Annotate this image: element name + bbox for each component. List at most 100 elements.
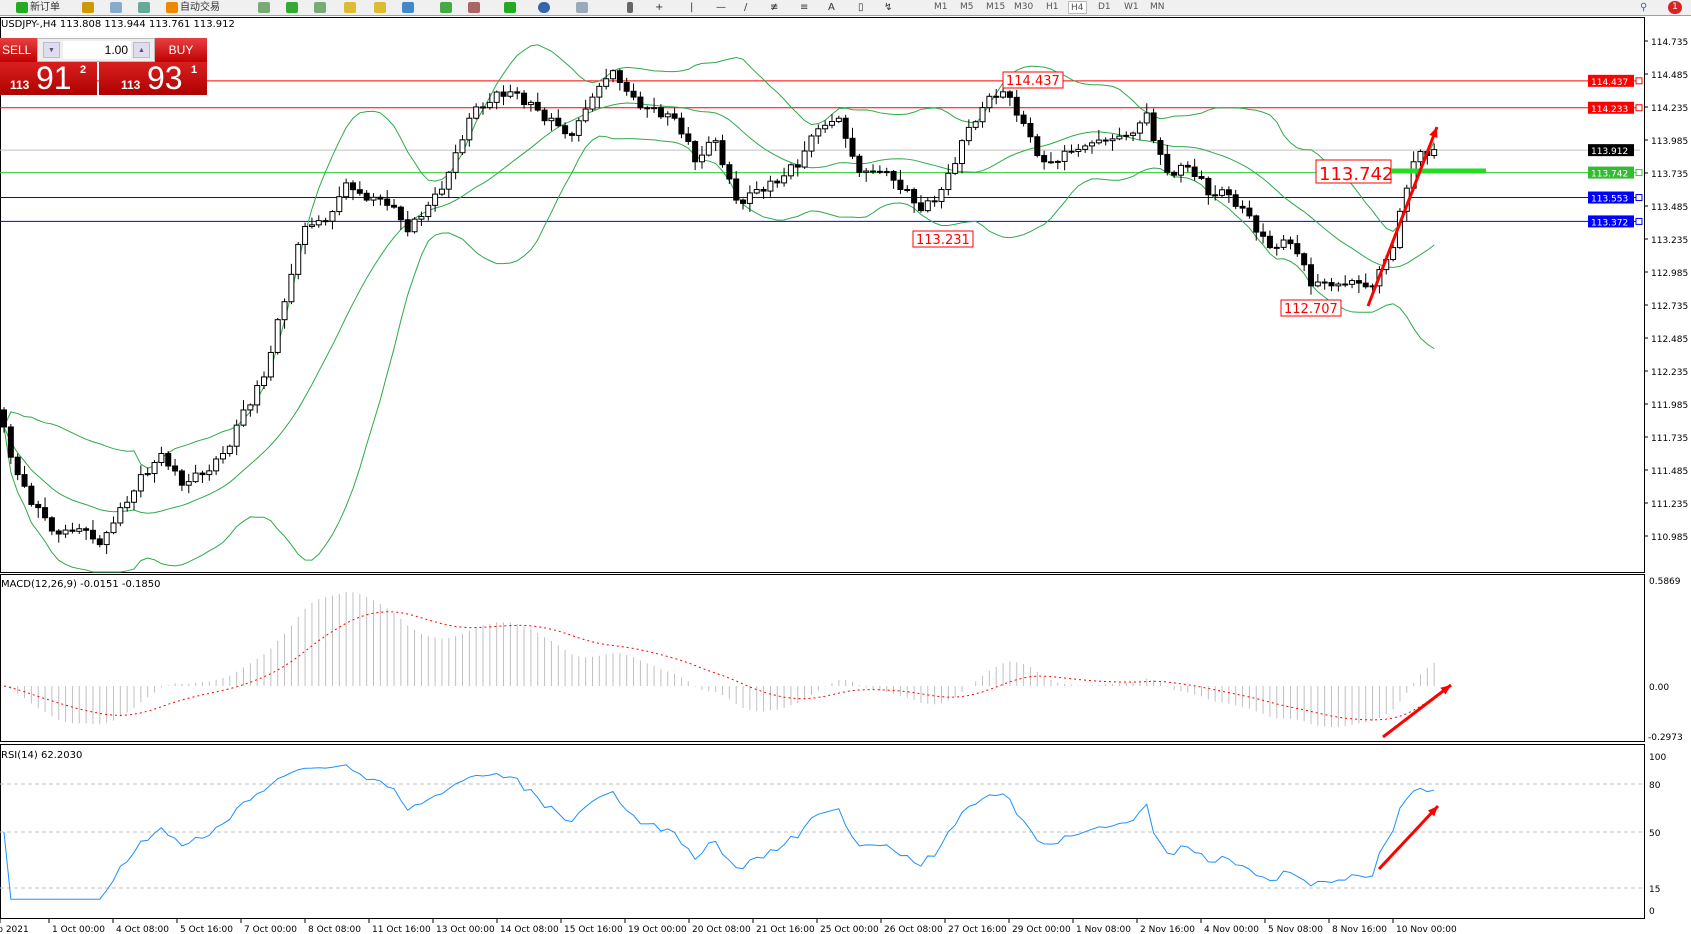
bear-candle — [1068, 150, 1075, 153]
y-tick-label: 112.735 — [1651, 302, 1688, 312]
cursor-icon[interactable] — [627, 2, 633, 13]
bear-candle — [48, 517, 55, 532]
trendline-icon[interactable]: / — [744, 2, 748, 13]
timeframe-h1[interactable]: H1 — [1046, 2, 1059, 12]
price-tag-bg — [1588, 101, 1634, 114]
bull-candle — [959, 140, 965, 165]
chart-info: USDJPY-,H4 113.808 113.944 113.761 113.9… — [1, 19, 235, 30]
lot-increase-button[interactable]: ▲ — [133, 42, 150, 58]
bull-candle — [445, 171, 452, 190]
bull-candle — [240, 409, 247, 426]
price-annotation-box — [912, 230, 974, 248]
bull-candle — [972, 121, 979, 128]
crosshair-icon[interactable]: + — [655, 2, 664, 13]
rsi-tick-label: 0 — [1649, 907, 1655, 917]
zoom-in-icon[interactable] — [344, 2, 356, 13]
bull-candle — [651, 107, 658, 110]
bear-candle — [1225, 189, 1232, 196]
bull-candle — [1390, 247, 1397, 260]
bull-candle — [863, 170, 870, 173]
bear-candle — [568, 133, 575, 136]
bull-candle — [1280, 239, 1287, 248]
bull-candle — [507, 91, 514, 97]
bear-candle — [1164, 153, 1171, 173]
sell-price[interactable]: 113 91 2 — [0, 60, 97, 96]
bull-candle — [582, 108, 589, 122]
bear-candle — [1034, 136, 1041, 157]
market-watch-icon[interactable] — [82, 2, 94, 13]
x-tick-label: 25 Oct 00:00 — [820, 925, 879, 934]
text-icon[interactable]: A — [828, 2, 835, 13]
bull-candle — [137, 474, 144, 492]
bull-candle — [1335, 283, 1342, 287]
sell-button[interactable]: SELL — [0, 38, 40, 62]
rsi-tick-label: 15 — [1649, 885, 1660, 895]
bull-candle — [1075, 148, 1082, 152]
signals-icon[interactable] — [138, 2, 150, 13]
timeframe-m5[interactable]: M5 — [960, 2, 974, 12]
timeframe-h4[interactable]: H4 — [1068, 1, 1087, 14]
arrows-icon[interactable]: ↯ — [884, 2, 893, 13]
line-chart-icon[interactable] — [314, 2, 326, 13]
navigator-icon[interactable] — [110, 2, 122, 13]
bull-candle — [945, 172, 952, 190]
bull-candle — [965, 126, 972, 142]
bull-candle — [418, 216, 425, 220]
timeframe-m1[interactable]: M1 — [934, 2, 948, 12]
timeframe-w1[interactable]: W1 — [1124, 2, 1139, 12]
auto-trading-button[interactable]: 自动交易 — [180, 2, 220, 13]
periods-icon[interactable] — [538, 2, 550, 13]
candlestick-icon[interactable] — [286, 2, 298, 13]
bull-candle — [815, 128, 822, 137]
x-tick-label: 1 Oct 00:00 — [52, 925, 105, 934]
bull-candle — [438, 188, 445, 195]
x-tick-label: 19 Oct 00:00 — [628, 925, 687, 934]
bull-candle — [192, 472, 199, 483]
bear-candle — [1171, 171, 1178, 176]
lot-decrease-button[interactable]: ▼ — [43, 42, 60, 58]
bear-candle — [1232, 194, 1239, 207]
level-handle — [1635, 217, 1643, 225]
bull-candle — [124, 501, 131, 509]
notification-badge[interactable]: 1 — [1668, 1, 1682, 14]
x-tick-label: 26 Oct 08:00 — [884, 925, 943, 934]
vertical-line-icon[interactable]: | — [690, 2, 694, 13]
bull-candle — [1095, 139, 1102, 144]
timeframe-m30[interactable]: M30 — [1014, 2, 1034, 12]
auto-scroll-icon[interactable] — [440, 2, 452, 13]
bull-candle — [308, 224, 315, 227]
bear-candle — [322, 220, 329, 223]
bull-candle — [1396, 210, 1403, 249]
x-tick-label: 8 Nov 16:00 — [1332, 925, 1387, 934]
zoom-out-icon[interactable] — [374, 2, 386, 13]
bull-candle — [206, 470, 213, 476]
timeframe-mn[interactable]: MN — [1150, 2, 1165, 12]
x-tick-label: 13 Oct 00:00 — [436, 925, 495, 934]
buy-price[interactable]: 113 93 1 — [99, 60, 207, 96]
horizontal-line-icon[interactable]: — — [716, 2, 726, 13]
bull-candle — [1123, 134, 1130, 137]
search-icon[interactable]: ⚲ — [1640, 2, 1648, 13]
bull-candle — [131, 490, 138, 503]
y-tick-label: 111.985 — [1651, 401, 1688, 411]
bar-chart-icon[interactable] — [258, 2, 270, 13]
timeframe-d1[interactable]: D1 — [1098, 2, 1111, 12]
tile-windows-icon[interactable] — [402, 2, 414, 13]
bear-candle — [794, 164, 801, 168]
bollinger-upper — [3, 44, 1435, 469]
bull-candle — [247, 404, 254, 411]
text-label-icon[interactable]: ▯ — [858, 2, 864, 13]
x-tick-label: 20 Oct 08:00 — [692, 925, 751, 934]
buy-button[interactable]: BUY — [155, 38, 207, 62]
timeframe-m15[interactable]: M15 — [986, 2, 1006, 12]
indicators-icon[interactable] — [504, 2, 516, 13]
lot-input[interactable] — [63, 41, 131, 59]
templates-icon[interactable] — [576, 2, 588, 13]
equidistant-channel-icon[interactable]: ≢ — [770, 2, 779, 13]
macd-tick-label: -0.2973 — [1648, 733, 1683, 743]
arrow-head-icon — [1429, 127, 1438, 138]
chart-shift-icon[interactable] — [468, 2, 480, 13]
fibonacci-icon[interactable]: ≡ — [800, 2, 809, 13]
new-order-button[interactable]: 新订单 — [30, 2, 60, 13]
